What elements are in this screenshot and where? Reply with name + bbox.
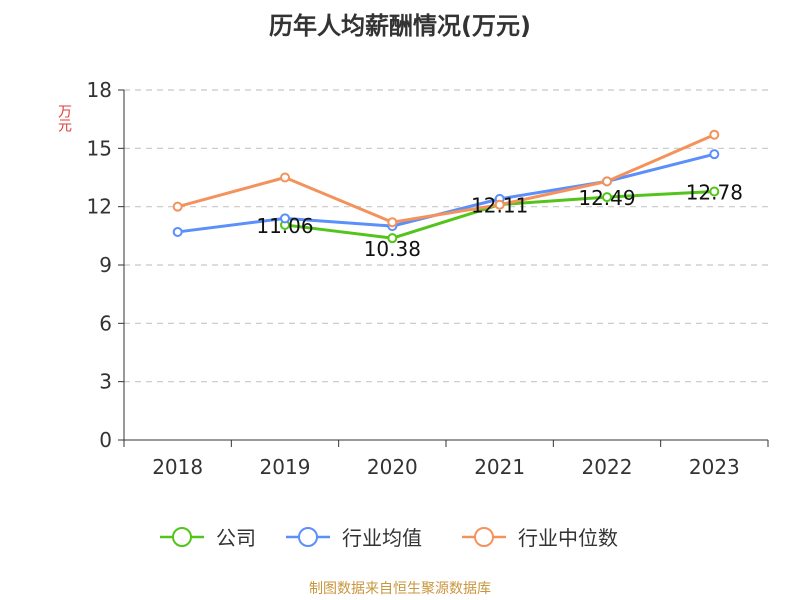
data-point bbox=[172, 226, 183, 237]
y-tick-label: 9 bbox=[99, 253, 112, 277]
y-tick-label: 3 bbox=[99, 370, 112, 394]
data-point bbox=[172, 201, 183, 212]
legend-label-2: 行业均值 bbox=[342, 526, 422, 550]
x-tick-label: 2023 bbox=[689, 455, 740, 479]
chart-title: 历年人均薪酬情况(万元) bbox=[269, 12, 531, 40]
legend-marker-1 bbox=[172, 527, 192, 547]
y-tick-label: 18 bbox=[87, 78, 112, 102]
series-line-3 bbox=[177, 133, 715, 224]
y-tick-label: 0 bbox=[99, 428, 112, 452]
legend-marker-3 bbox=[474, 527, 494, 547]
x-tick-label: 2019 bbox=[260, 455, 311, 479]
data-source-note: 制图数据来自恒生聚源数据库 bbox=[309, 581, 491, 597]
data-point bbox=[709, 129, 720, 140]
y-tick-label: 6 bbox=[99, 311, 112, 335]
legend-label-3: 行业中位数 bbox=[518, 526, 618, 550]
data-label: 12.49 bbox=[578, 186, 635, 210]
data-point bbox=[602, 176, 612, 187]
data-label: 12.78 bbox=[686, 181, 743, 205]
data-point bbox=[387, 233, 398, 244]
data-point bbox=[602, 192, 612, 203]
data-points bbox=[172, 129, 720, 244]
data-point bbox=[709, 186, 720, 197]
x-tick-label: 2021 bbox=[474, 455, 525, 479]
y-tick-label: 15 bbox=[87, 136, 112, 160]
y-tick-label: 12 bbox=[87, 195, 112, 219]
data-point bbox=[494, 199, 505, 210]
y-axis-unit-label: 万元 bbox=[56, 104, 72, 132]
data-label: 10.38 bbox=[364, 237, 421, 261]
legend-label-1: 公司 bbox=[216, 526, 256, 550]
data-point bbox=[280, 213, 290, 224]
data-point bbox=[387, 217, 398, 228]
data-labels: 11.06 10.38 12.11 12.49 12.78 bbox=[256, 181, 743, 262]
x-tick-label: 2022 bbox=[582, 455, 633, 479]
x-tick-label: 2018 bbox=[152, 455, 203, 479]
axes: 0 3 6 9 12 15 18 2018 2019 2020 2021 2022 2023 bbox=[87, 78, 769, 479]
data-point bbox=[709, 149, 720, 160]
data-point bbox=[280, 172, 290, 183]
data-label: 12.11 bbox=[471, 194, 528, 218]
x-tick-label: 2020 bbox=[367, 455, 418, 479]
grid-lines bbox=[124, 89, 768, 383]
legend-marker-2 bbox=[298, 527, 318, 547]
data-label: 11.06 bbox=[256, 214, 313, 238]
legend: 公司 行业均值 行业中位数 bbox=[160, 526, 618, 550]
